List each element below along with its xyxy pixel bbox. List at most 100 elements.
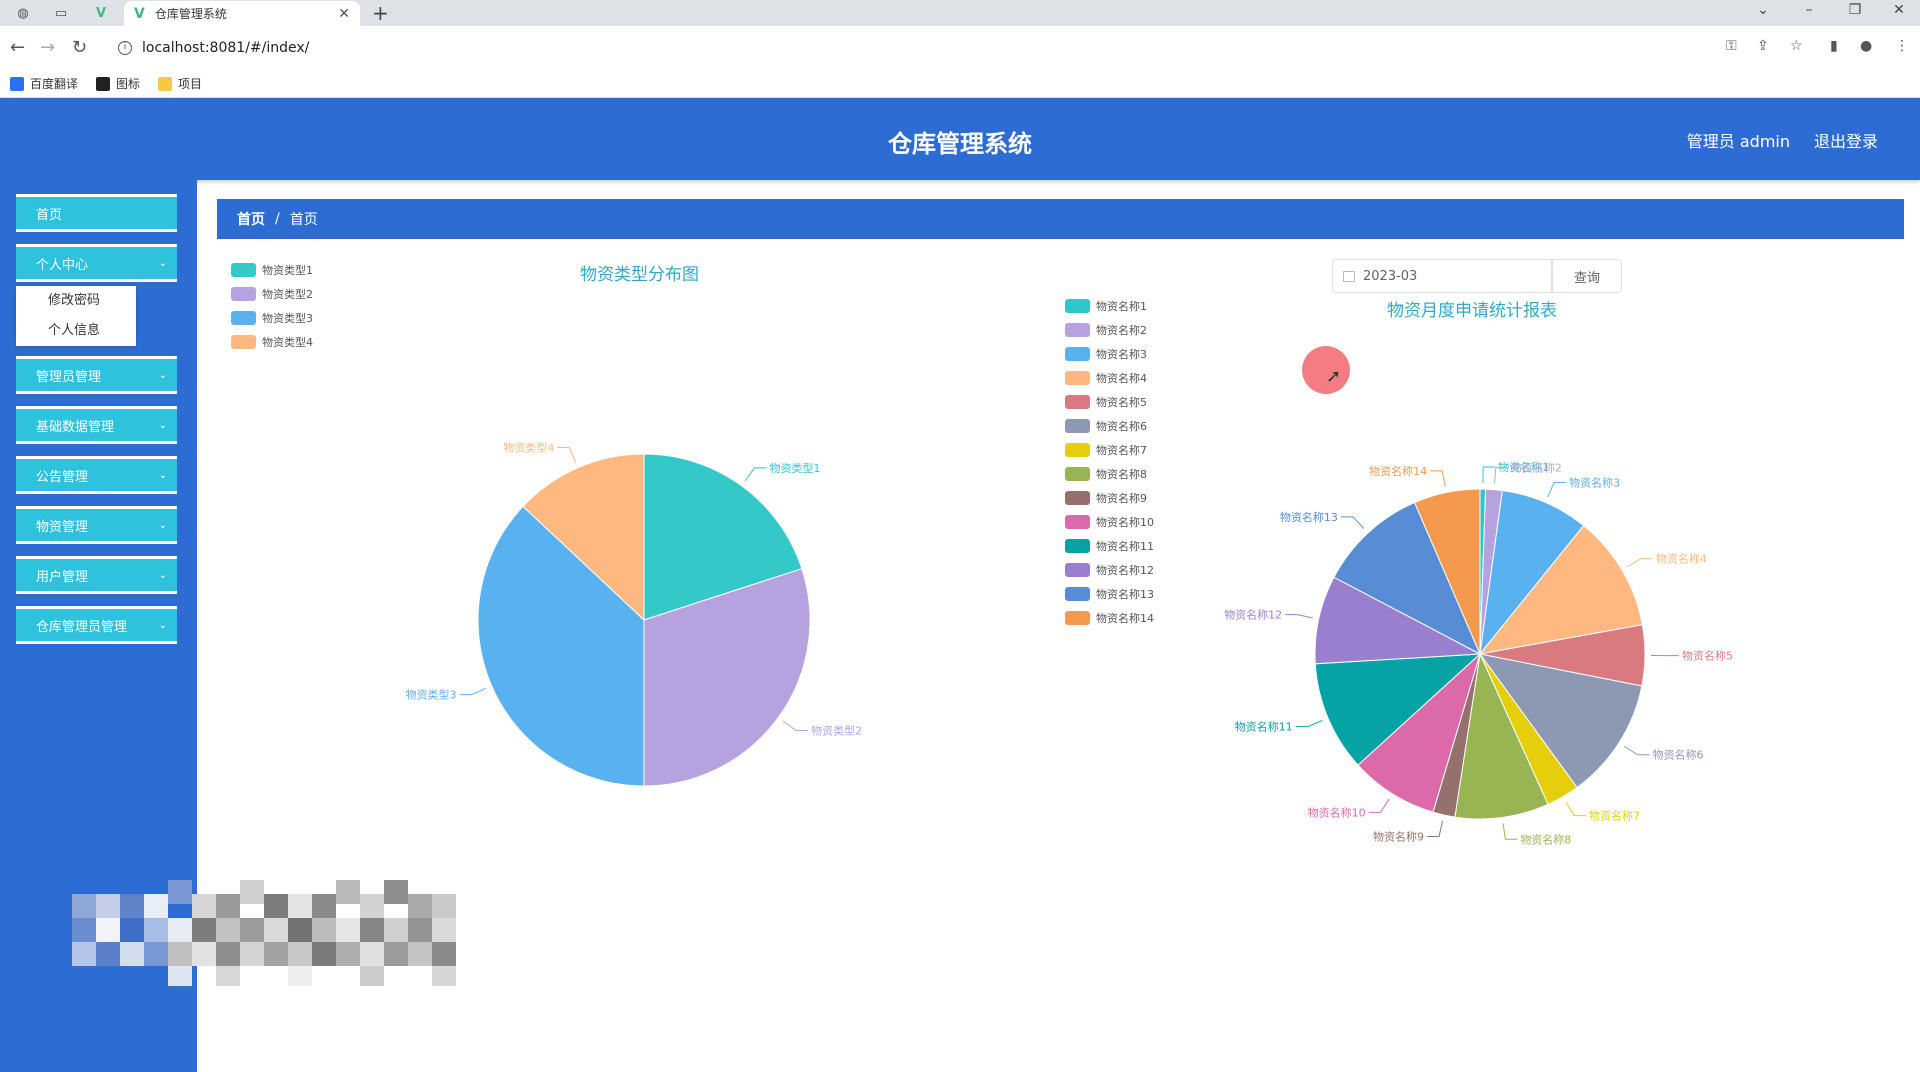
- legend-swatch: [1065, 347, 1090, 361]
- vue-logo-icon[interactable]: V: [95, 5, 107, 21]
- back-icon[interactable]: ←: [10, 37, 26, 58]
- legend-item[interactable]: 物资名称5: [1065, 390, 1154, 414]
- bookmark-baidu-translate[interactable]: 百度翻译: [10, 75, 78, 92]
- legend-item[interactable]: 物资名称11: [1065, 534, 1154, 558]
- sidebar-item-admin-management[interactable]: 管理员管理 ⌄: [16, 356, 177, 394]
- pie-slice[interactable]: [1357, 652, 1481, 813]
- forward-icon[interactable]: →: [40, 37, 56, 58]
- legend-swatch: [1065, 419, 1090, 433]
- legend-item[interactable]: 物资名称6: [1065, 414, 1154, 438]
- pie-slice[interactable]: [1479, 489, 1585, 656]
- info-icon[interactable]: i: [118, 41, 132, 55]
- bookmark-project[interactable]: 项目: [158, 75, 202, 92]
- breadcrumb: 首页 / 首页: [217, 199, 1904, 239]
- sidebar-item-personal-center[interactable]: 个人中心 ⌄: [16, 244, 177, 282]
- label-leader-line: [782, 720, 809, 732]
- pie-slice[interactable]: [1454, 652, 1549, 820]
- slice-label: 物资名称14: [1369, 464, 1427, 478]
- submenu-item-personal-info[interactable]: 个人信息: [48, 323, 101, 338]
- sidebar-item-user-management[interactable]: 用户管理 ⌄: [16, 556, 177, 594]
- pie-slice[interactable]: [1314, 653, 1482, 766]
- chevron-down-icon: ⌄: [158, 519, 167, 531]
- submenu-item-change-password[interactable]: 修改密码: [48, 293, 101, 308]
- legend-label: 物资名称1: [1096, 300, 1147, 313]
- slice-label: 物资名称13: [1280, 510, 1338, 524]
- month-picker[interactable]: 2023-03: [1332, 259, 1552, 293]
- legend-swatch: [1065, 587, 1090, 601]
- legend-item[interactable]: 物资名称2: [1065, 318, 1154, 342]
- chevron-down-icon: ⌄: [158, 619, 167, 631]
- restore-icon[interactable]: ❐: [1848, 2, 1862, 18]
- globe-icon[interactable]: ◍: [17, 5, 29, 21]
- profile-icon[interactable]: ●: [1860, 38, 1873, 54]
- legend-item[interactable]: 物资名称14: [1065, 606, 1154, 630]
- sidebar-item-material-management[interactable]: 物资管理 ⌄: [16, 506, 177, 544]
- new-tab-icon[interactable]: +: [372, 1, 389, 25]
- pie-slice[interactable]: [643, 453, 803, 621]
- blank-tab-icon[interactable]: ▭: [54, 5, 68, 21]
- legend-item[interactable]: 物资名称7: [1065, 438, 1154, 462]
- legend-item[interactable]: 物资名称8: [1065, 462, 1154, 486]
- pie-slice[interactable]: [522, 453, 645, 622]
- more-icon[interactable]: ⋮: [1895, 38, 1909, 54]
- bookmark-label: 图标: [116, 77, 141, 91]
- chevron-down-icon: ⌄: [158, 569, 167, 581]
- legend-swatch: [231, 263, 256, 277]
- breadcrumb-item-home[interactable]: 首页: [237, 212, 265, 228]
- legend-item[interactable]: 物资类型3: [231, 306, 313, 330]
- close-icon[interactable]: ✕: [338, 5, 350, 22]
- sidebar-item-label: 仓库管理员管理: [36, 619, 128, 635]
- legend-item[interactable]: 物资类型4: [231, 330, 313, 354]
- legend-item[interactable]: 物资名称9: [1065, 486, 1154, 510]
- window-close-icon[interactable]: ✕: [1893, 2, 1905, 18]
- label-leader-line: [1547, 481, 1567, 498]
- sidebar-item-label: 个人中心: [36, 257, 89, 273]
- legend-swatch: [231, 311, 256, 325]
- slice-label: 物资名称12: [1224, 608, 1282, 622]
- active-tab[interactable]: V 仓库管理系统 ✕: [124, 1, 360, 26]
- reload-icon[interactable]: ↻: [72, 37, 88, 58]
- legend-item[interactable]: 物资类型1: [231, 258, 313, 282]
- chevron-down-icon[interactable]: ⌄: [1757, 2, 1769, 18]
- pie-slice[interactable]: [1413, 488, 1481, 655]
- pie-slice[interactable]: [1314, 576, 1482, 665]
- legend-label: 物资名称6: [1096, 420, 1147, 433]
- pie-slice[interactable]: [477, 505, 645, 787]
- pie-slice[interactable]: [1333, 501, 1482, 656]
- legend-item[interactable]: 物资名称4: [1065, 366, 1154, 390]
- url-field[interactable]: i localhost:8081/#/index/: [108, 33, 1720, 63]
- legend-label: 物资名称2: [1096, 324, 1147, 337]
- sidebar-item-home[interactable]: 首页: [16, 194, 177, 232]
- legend-swatch: [1065, 611, 1090, 625]
- share-icon[interactable]: ⇪: [1757, 38, 1769, 54]
- sidebar-item-basic-data[interactable]: 基础数据管理 ⌄: [16, 406, 177, 444]
- legend-swatch: [1065, 395, 1090, 409]
- legend-item[interactable]: 物资名称3: [1065, 342, 1154, 366]
- breadcrumb-item-current: 首页: [289, 212, 318, 228]
- legend-item[interactable]: 物资名称13: [1065, 582, 1154, 606]
- star-icon[interactable]: ☆: [1790, 38, 1803, 54]
- legend-item[interactable]: 物资名称1: [1065, 294, 1154, 318]
- sidebar-icon[interactable]: ▮: [1830, 38, 1838, 54]
- label-leader-line: [1565, 801, 1586, 817]
- bookmark-icons[interactable]: 图标: [96, 75, 140, 92]
- browser-tab-bar: ◍ ▭ V V 仓库管理系统 ✕ + ⌄ – ❐ ✕: [0, 0, 1920, 26]
- key-icon[interactable]: ⚿: [1726, 38, 1737, 54]
- pie-slice[interactable]: [1478, 524, 1643, 655]
- legend-item[interactable]: 物资名称10: [1065, 510, 1154, 534]
- logout-link[interactable]: 退出登录: [1813, 132, 1878, 151]
- slice-label: 物资名称7: [1589, 809, 1640, 823]
- query-button[interactable]: 查询: [1552, 259, 1622, 293]
- sidebar-item-warehouse-admin[interactable]: 仓库管理员管理 ⌄: [16, 606, 177, 644]
- slice-label: 物资名称3: [1569, 475, 1620, 489]
- cursor-icon: ➚: [1326, 366, 1342, 387]
- pie-slice[interactable]: [1478, 653, 1643, 789]
- legend-item[interactable]: 物资名称12: [1065, 558, 1154, 582]
- legend-label: 物资名称11: [1096, 540, 1154, 553]
- pie-slice[interactable]: [643, 568, 811, 787]
- sidebar-item-notice-management[interactable]: 公告管理 ⌄: [16, 456, 177, 494]
- legend-item[interactable]: 物资类型2: [231, 282, 313, 306]
- minimize-icon[interactable]: –: [1805, 2, 1813, 18]
- user-info: 管理员 admin: [1686, 132, 1790, 151]
